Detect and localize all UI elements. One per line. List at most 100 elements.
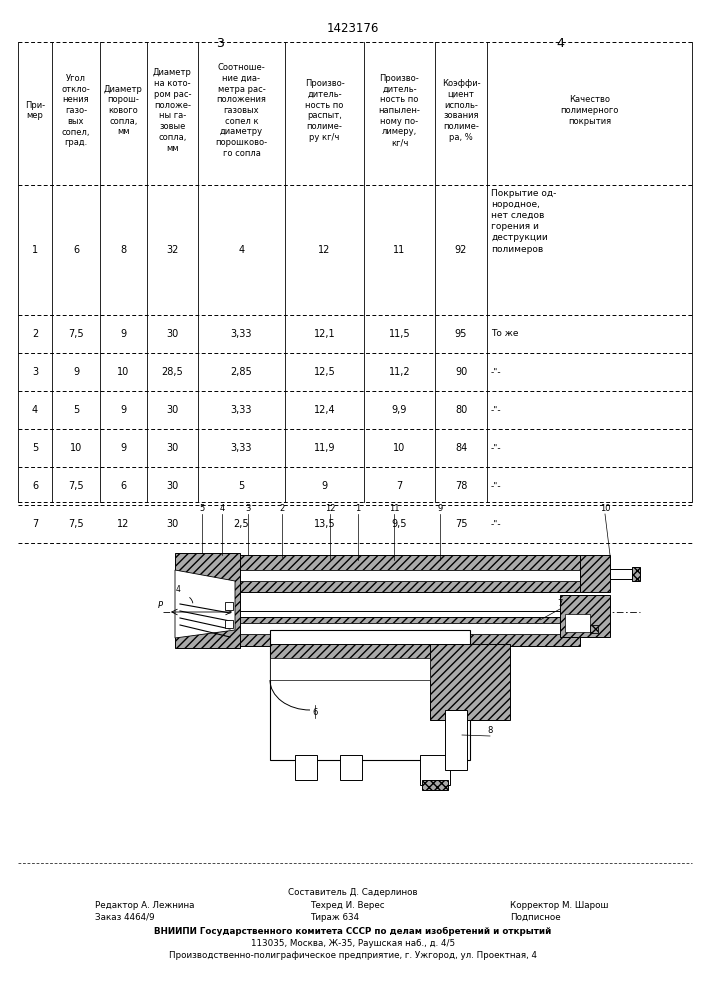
Text: 12: 12 xyxy=(117,519,129,529)
Text: 3: 3 xyxy=(245,504,251,513)
Text: 11: 11 xyxy=(393,245,406,255)
Bar xyxy=(565,614,590,632)
Text: 4: 4 xyxy=(32,405,38,415)
Text: 5: 5 xyxy=(199,504,204,513)
Bar xyxy=(225,620,233,628)
Text: 32: 32 xyxy=(166,245,179,255)
Bar xyxy=(422,780,448,790)
Bar xyxy=(632,567,640,581)
Text: -"-: -"- xyxy=(491,482,502,490)
Text: Составитель Д. Садерлинов: Составитель Д. Садерлинов xyxy=(288,888,418,897)
Text: 3,33: 3,33 xyxy=(230,405,252,415)
Text: 9: 9 xyxy=(322,481,327,491)
Text: 9: 9 xyxy=(120,443,127,453)
Text: 10: 10 xyxy=(70,443,82,453)
Text: 12,5: 12,5 xyxy=(314,367,335,377)
Text: 4: 4 xyxy=(175,585,180,594)
Bar xyxy=(270,644,470,660)
Text: Соотноше-
ние диа-
метра рас-
положения
газовых
сопел к
диаметру
порошково-
го с: Соотноше- ние диа- метра рас- положения … xyxy=(216,63,267,158)
Text: Угол
откло-
нения
газо-
вых
сопел,
град.: Угол откло- нения газо- вых сопел, град. xyxy=(62,74,90,147)
Bar xyxy=(235,611,580,617)
Text: Заказ 4464/9: Заказ 4464/9 xyxy=(95,913,155,922)
Bar xyxy=(610,569,632,579)
Text: 30: 30 xyxy=(166,519,179,529)
Text: 78: 78 xyxy=(455,481,467,491)
Text: При-
мер: При- мер xyxy=(25,101,45,120)
Bar xyxy=(235,623,580,634)
Text: Коэффи-
циент
исполь-
зования
полиме-
ра, %: Коэффи- циент исполь- зования полиме- ра… xyxy=(442,79,480,142)
Text: 75: 75 xyxy=(455,519,467,529)
Text: 5: 5 xyxy=(32,443,38,453)
Text: 13,5: 13,5 xyxy=(314,519,335,529)
Text: 30: 30 xyxy=(166,329,179,339)
Text: 3: 3 xyxy=(32,367,38,377)
Text: 11: 11 xyxy=(389,504,399,513)
Text: 7,5: 7,5 xyxy=(68,481,84,491)
Text: 11,5: 11,5 xyxy=(389,329,410,339)
Text: -"-: -"- xyxy=(491,520,502,528)
Bar xyxy=(235,612,580,623)
Bar xyxy=(270,630,470,760)
Text: 4: 4 xyxy=(219,504,225,513)
Text: Редактор А. Лежнина: Редактор А. Лежнина xyxy=(95,901,194,910)
Text: 92: 92 xyxy=(455,245,467,255)
Text: 5: 5 xyxy=(238,481,245,491)
Text: 9: 9 xyxy=(120,405,127,415)
Text: 8: 8 xyxy=(120,245,127,255)
Text: P: P xyxy=(158,601,163,610)
Text: 30: 30 xyxy=(166,481,179,491)
Text: То же: То же xyxy=(491,330,518,338)
Text: 2,85: 2,85 xyxy=(230,367,252,377)
Text: 9,9: 9,9 xyxy=(392,405,407,415)
Text: 10: 10 xyxy=(600,504,610,513)
Text: 90: 90 xyxy=(455,367,467,377)
Bar xyxy=(235,634,580,646)
Text: 9: 9 xyxy=(73,367,79,377)
Text: 4: 4 xyxy=(556,37,564,50)
Text: ВНИИПИ Государственного комитета СССР по делам изобретений и открытий: ВНИИПИ Государственного комитета СССР по… xyxy=(154,927,551,936)
Text: Тираж 634: Тираж 634 xyxy=(310,913,359,922)
Bar xyxy=(445,710,467,770)
Text: 5: 5 xyxy=(73,405,79,415)
Text: Диаметр
на кото-
ром рас-
положе-
ны га-
зовые
сопла,
мм: Диаметр на кото- ром рас- положе- ны га-… xyxy=(153,68,192,153)
Text: 11,2: 11,2 xyxy=(389,367,410,377)
Text: 6: 6 xyxy=(73,245,79,255)
Text: 12: 12 xyxy=(325,504,335,513)
Text: 80: 80 xyxy=(455,405,467,415)
Text: 11,9: 11,9 xyxy=(314,443,335,453)
Text: 12,1: 12,1 xyxy=(314,329,335,339)
Text: 95: 95 xyxy=(455,329,467,339)
Text: -"-: -"- xyxy=(491,444,502,452)
Text: Произво-
дитель-
ность по
напылен-
ному по-
лимеру,
кг/ч: Произво- дитель- ность по напылен- ному … xyxy=(378,74,421,147)
Text: 4: 4 xyxy=(238,245,245,255)
Bar xyxy=(590,625,598,633)
Text: 7,5: 7,5 xyxy=(68,519,84,529)
Bar xyxy=(340,755,362,780)
Text: 2,5: 2,5 xyxy=(234,519,250,529)
Text: 28,5: 28,5 xyxy=(162,367,183,377)
Bar xyxy=(580,555,610,592)
Text: 12: 12 xyxy=(318,245,331,255)
Text: 1: 1 xyxy=(356,504,361,513)
Text: 12,4: 12,4 xyxy=(314,405,335,415)
Bar xyxy=(560,595,610,637)
Text: 1: 1 xyxy=(32,245,38,255)
Text: Производственно-полиграфическое предприятие, г. Ужгород, ул. Проектная, 4: Производственно-полиграфическое предприя… xyxy=(169,951,537,960)
Text: Подписное: Подписное xyxy=(510,913,561,922)
Text: 7,5: 7,5 xyxy=(68,329,84,339)
Text: 3,33: 3,33 xyxy=(230,443,252,453)
Text: 84: 84 xyxy=(455,443,467,453)
Text: Качество
полимерного
покрытия: Качество полимерного покрытия xyxy=(561,95,619,126)
Text: 10: 10 xyxy=(393,443,406,453)
Text: 3: 3 xyxy=(216,37,224,50)
Text: 1423176: 1423176 xyxy=(327,22,379,35)
Bar xyxy=(225,602,233,610)
Text: 30: 30 xyxy=(166,443,179,453)
Text: Покрытие од-
нородное,
нет следов
горения и
деструкции
полимеров: Покрытие од- нородное, нет следов горени… xyxy=(491,189,556,253)
Text: 7: 7 xyxy=(557,599,563,608)
Text: Произво-
дитель-
ность по
распыт,
полиме-
ру кг/ч: Произво- дитель- ность по распыт, полиме… xyxy=(305,79,344,142)
Bar xyxy=(430,644,510,720)
Text: -"-: -"- xyxy=(491,406,502,414)
Text: 9: 9 xyxy=(438,504,443,513)
Text: 9,5: 9,5 xyxy=(392,519,407,529)
